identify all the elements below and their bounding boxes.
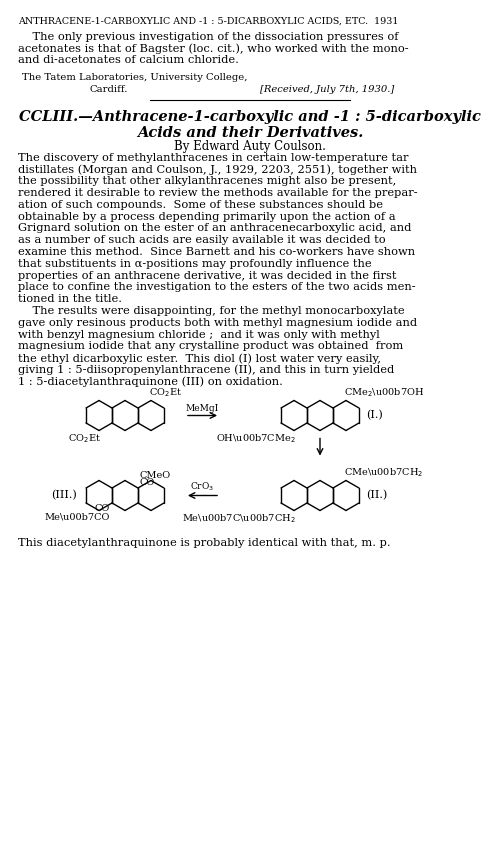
Text: The discovery of methylanthracenes in certain low-temperature tar: The discovery of methylanthracenes in ce…: [18, 152, 408, 162]
Text: CO: CO: [95, 504, 110, 513]
Text: Cardiff.: Cardiff.: [90, 85, 128, 94]
Text: Me\u00b7CO: Me\u00b7CO: [44, 512, 110, 521]
Text: gave only resinous products both with methyl magnesium iodide and: gave only resinous products both with me…: [18, 318, 417, 328]
Text: CO$_2$Et: CO$_2$Et: [68, 433, 101, 445]
Text: examine this method.  Since Barnett and his co-workers have shown: examine this method. Since Barnett and h…: [18, 246, 415, 257]
Text: The results were disappointing, for the methyl monocarboxylate: The results were disappointing, for the …: [18, 306, 404, 316]
Text: the possibility that other alkylanthracenes might also be present,: the possibility that other alkylanthrace…: [18, 176, 396, 186]
Text: [Received, July 7th, 1930.]: [Received, July 7th, 1930.]: [260, 85, 394, 94]
Text: obtainable by a process depending primarily upon the action of a: obtainable by a process depending primar…: [18, 212, 396, 222]
Text: 1 : 5-diacetylanthraquinone (III) on oxidation.: 1 : 5-diacetylanthraquinone (III) on oxi…: [18, 377, 283, 388]
Text: that substituents in α-positions may profoundly influence the: that substituents in α-positions may pro…: [18, 258, 372, 269]
Text: place to confine the investigation to the esters of the two acids men-: place to confine the investigation to th…: [18, 282, 415, 292]
Text: CMe\u00b7CH$_2$: CMe\u00b7CH$_2$: [344, 466, 423, 479]
Text: (II.): (II.): [366, 490, 387, 501]
Text: ANTHRACENE-1-CARBOXYLIC AND -1 : 5-DICARBOXYLIC ACIDS, ETC.  1931: ANTHRACENE-1-CARBOXYLIC AND -1 : 5-DICAR…: [18, 17, 398, 26]
Text: CCLIII.—Anthracene-1-carboxylic and -1 : 5-dicarboxylic: CCLIII.—Anthracene-1-carboxylic and -1 :…: [19, 110, 481, 123]
Text: The only previous investigation of the dissociation pressures of: The only previous investigation of the d…: [18, 32, 398, 42]
Text: Acids and their Derivatives.: Acids and their Derivatives.: [137, 126, 363, 139]
Text: OH\u00b7CMe$_2$: OH\u00b7CMe$_2$: [216, 433, 296, 445]
Text: CMeO: CMeO: [140, 471, 171, 480]
Text: CMe$_2$\u00b7OH: CMe$_2$\u00b7OH: [344, 386, 424, 399]
Text: tioned in the title.: tioned in the title.: [18, 294, 122, 304]
Text: Grignard solution on the ester of an anthracenecarboxylic acid, and: Grignard solution on the ester of an ant…: [18, 224, 411, 233]
Text: (III.): (III.): [52, 490, 77, 501]
Text: By Edward Auty Coulson.: By Edward Auty Coulson.: [174, 139, 326, 152]
Text: Me\u00b7C\u00b7CH$_2$: Me\u00b7C\u00b7CH$_2$: [182, 513, 296, 525]
Text: MeMgI: MeMgI: [186, 404, 218, 412]
Text: The Tatem Laboratories, University College,: The Tatem Laboratories, University Colle…: [22, 72, 248, 82]
Text: distillates (Morgan and Coulson, J., 1929, 2203, 2551), together with: distillates (Morgan and Coulson, J., 192…: [18, 164, 417, 175]
Text: CO$_2$Et: CO$_2$Et: [149, 386, 182, 399]
Text: CO: CO: [140, 478, 155, 487]
Text: acetonates is that of Bagster (loc. cit.), who worked with the mono-: acetonates is that of Bagster (loc. cit.…: [18, 43, 408, 54]
Text: ation of such compounds.  Some of these substances should be: ation of such compounds. Some of these s…: [18, 200, 383, 210]
Text: giving 1 : 5-diisopropenylanthracene (II), and this in turn yielded: giving 1 : 5-diisopropenylanthracene (II…: [18, 365, 394, 376]
Text: (I.): (I.): [366, 411, 382, 421]
Text: properties of an anthracene derivative, it was decided in the first: properties of an anthracene derivative, …: [18, 270, 396, 280]
Text: the ethyl dicarboxylic ester.  This diol (I) lost water very easily,: the ethyl dicarboxylic ester. This diol …: [18, 353, 381, 364]
Text: magnesium iodide that any crystalline product was obtained  from: magnesium iodide that any crystalline pr…: [18, 342, 403, 351]
Text: as a number of such acids are easily available it was decided to: as a number of such acids are easily ava…: [18, 235, 386, 245]
Text: CrO$_3$: CrO$_3$: [190, 480, 214, 492]
Text: This diacetylanthraquinone is probably identical with that, m. p.: This diacetylanthraquinone is probably i…: [18, 539, 390, 548]
Text: and di-acetonates of calcium chloride.: and di-acetonates of calcium chloride.: [18, 55, 239, 65]
Text: with benzyl magnesium chloride ;  and it was only with methyl: with benzyl magnesium chloride ; and it …: [18, 330, 380, 339]
Text: rendered it desirable to review the methods available for the prepar-: rendered it desirable to review the meth…: [18, 188, 417, 198]
